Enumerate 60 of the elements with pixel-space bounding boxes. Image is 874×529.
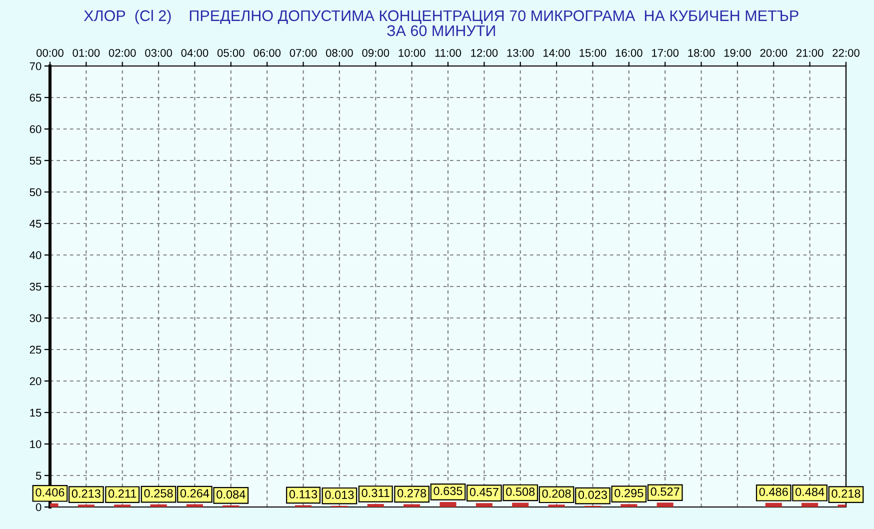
x-tick-label: 11:00 — [435, 48, 462, 57]
chart-subtitle: ЗА 60 МИНУТИ — [387, 25, 495, 36]
y-tick-label: 60 — [30, 125, 42, 134]
y-tick-label: 30 — [30, 314, 42, 322]
data-label: 0.208 — [542, 489, 571, 498]
data-label: 0.508 — [506, 488, 535, 496]
data-label: 0.013 — [325, 490, 354, 500]
y-tick-label: 5 — [36, 472, 42, 480]
y-tick-label: 40 — [30, 251, 42, 260]
y-tick-label: 10 — [30, 440, 42, 448]
data-label: 0.635 — [434, 486, 462, 496]
y-tick-label: 45 — [30, 220, 42, 228]
x-tick-label: 07:00 — [290, 48, 317, 57]
x-tick-label: 08:00 — [326, 48, 353, 57]
y-tick-label: 65 — [30, 94, 42, 102]
y-tick-label: 0 — [36, 503, 42, 512]
x-tick-label: 21:00 — [796, 48, 824, 57]
x-tick-label: 20:00 — [760, 48, 788, 57]
data-label: 0.264 — [180, 489, 210, 498]
x-tick-label: 00:00 — [36, 48, 64, 57]
y-tick-label: 70 — [30, 62, 42, 70]
x-tick-label: 05:00 — [217, 48, 244, 57]
data-label: 0.486 — [759, 488, 788, 496]
x-tick-label: 14:00 — [543, 48, 570, 57]
x-tick-label: 06:00 — [254, 48, 281, 57]
data-label: 0.295 — [614, 488, 644, 498]
x-tick-label: 15:00 — [580, 48, 606, 57]
x-tick-label: 13:00 — [507, 48, 534, 57]
y-tick-label: 35 — [30, 282, 42, 291]
y-tick-label: 25 — [30, 346, 42, 354]
x-tick-label: 12:00 — [471, 48, 498, 57]
data-label: 0.457 — [470, 488, 498, 496]
x-tick-label: 01:00 — [72, 48, 100, 57]
x-tick-label: 18:00 — [688, 48, 715, 57]
data-label: 0.484 — [796, 488, 824, 496]
data-label: 0.023 — [578, 490, 607, 499]
data-label: 0.527 — [650, 487, 680, 496]
data-label: 0.113 — [289, 490, 318, 498]
x-tick-label: 03:00 — [145, 48, 172, 57]
y-tick-label: 20 — [30, 377, 42, 386]
chart-title: ХЛОР (Cl 2) ПРЕДЕЛНО ДОПУСТИМА КОНЦЕНТРАЦИЯ 70 МИКРОГРАМА НА КУБИЧЕН МЕТЪР — [84, 10, 798, 24]
data-label: 0.311 — [362, 488, 390, 498]
data-label: 0.406 — [36, 488, 64, 497]
data-label: 0.218 — [832, 489, 860, 498]
x-tick-label: 09:00 — [362, 48, 390, 57]
x-tick-label: 19:00 — [724, 48, 751, 57]
data-label: 0.258 — [144, 489, 173, 498]
x-tick-label: 10:00 — [398, 48, 426, 57]
x-tick-label: 04:00 — [181, 48, 208, 57]
data-label: 0.211 — [108, 489, 136, 498]
data-label: 0.084 — [216, 490, 246, 499]
y-tick-label: 15 — [30, 408, 42, 417]
y-tick-label: 55 — [30, 156, 42, 165]
x-tick-label: 22:00 — [832, 48, 860, 57]
x-tick-label: 17:00 — [652, 48, 679, 57]
x-tick-label: 16:00 — [616, 48, 642, 57]
data-label: 0.278 — [398, 489, 426, 498]
y-tick-label: 50 — [30, 188, 42, 196]
x-tick-label: 02:00 — [108, 48, 136, 57]
data-label: 0.213 — [72, 489, 100, 498]
